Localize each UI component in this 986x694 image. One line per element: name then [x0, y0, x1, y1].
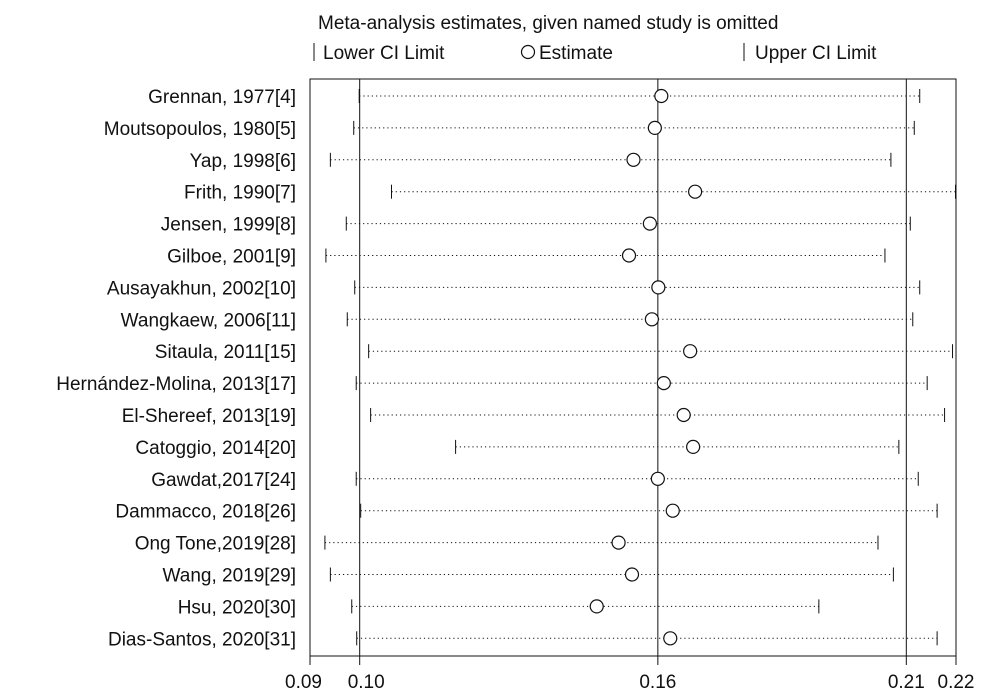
plot-frame [309, 78, 957, 657]
legend: Lower CI Limit Estimate Upper CI Limit [313, 43, 877, 64]
study-row: Jensen, 1999[8] [161, 215, 911, 236]
study-label: Frith, 1990[7] [184, 183, 296, 204]
x-tick-label: 0.21 [888, 672, 925, 693]
x-tick-label: 0.09 [285, 672, 322, 693]
estimate-marker [624, 567, 640, 582]
estimate-marker [626, 152, 641, 167]
study-label: Yap, 1998[6] [190, 151, 296, 172]
study-label: Gilboe, 2001[9] [167, 247, 296, 268]
legend-lower-label: Lower CI Limit [323, 43, 445, 64]
study-row: Ong Tone,2019[28] [135, 534, 879, 555]
study-label: Wangkaew, 2006[11] [121, 310, 296, 331]
study-row: El-Shereef, 2013[19] [122, 406, 946, 427]
estimate-marker [611, 535, 626, 550]
study-row: Moutsopoulos, 1980[5] [104, 119, 915, 140]
study-label: Catoggio, 2014[20] [135, 438, 296, 459]
estimate-marker [656, 376, 671, 391]
estimate-marker [663, 631, 678, 646]
study-label: Dammacco, 2018[26] [115, 502, 296, 523]
estimate-marker [665, 503, 680, 518]
study-label: Gawdat,2017[24] [151, 470, 296, 491]
study-rows: Grennan, 1977[4] Moutsopoulos, 1980[5] Yap… [56, 87, 957, 650]
x-tick-label: 0.22 [938, 672, 975, 693]
study-row: Wang, 2019[29] [163, 566, 894, 587]
study-label: Grennan, 1977[4] [148, 87, 296, 108]
study-row: Grennan, 1977[4] [148, 87, 921, 108]
study-label: Jensen, 1999[8] [161, 215, 296, 236]
x-axis: 0.09 0.10 0.16 0.21 0.22 [285, 656, 974, 693]
estimate-marker [688, 184, 703, 199]
estimate-marker [642, 216, 657, 231]
estimate-marker [686, 439, 701, 454]
study-label: Ausayakhun, 2002[10] [107, 278, 296, 299]
study-label: Hernández-Molina, 2013[17] [56, 374, 296, 395]
study-row: Dammacco, 2018[26] [115, 502, 938, 523]
study-row: Gawdat,2017[24] [151, 470, 919, 491]
estimate-marker [676, 407, 691, 423]
estimate-marker [621, 248, 637, 263]
study-label: Dias-Santos, 2020[31] [108, 629, 296, 650]
study-row: Hsu, 2020[30] [178, 597, 820, 618]
study-label: Sitaula, 2011[15] [155, 342, 296, 363]
study-row: Ausayakhun, 2002[10] [107, 278, 921, 299]
study-row: Gilboe, 2001[9] [167, 247, 886, 268]
study-row: Wangkaew, 2006[11] [121, 310, 914, 331]
legend-upper-label: Upper CI Limit [755, 43, 877, 64]
study-row: Hernández-Molina, 2013[17] [56, 374, 928, 395]
estimate-marker [589, 599, 604, 614]
estimate-marker [644, 312, 659, 327]
study-label: El-Shereef, 2013[19] [122, 406, 296, 427]
estimate-marker [651, 280, 666, 295]
chart-title: Meta-analysis estimates, given named stu… [318, 13, 778, 34]
estimate-marker [683, 344, 698, 359]
reference-lines [359, 79, 907, 656]
study-row: Yap, 1998[6] [190, 151, 892, 172]
study-label: Ong Tone,2019[28] [135, 534, 296, 555]
x-tick-label: 0.16 [639, 672, 676, 693]
estimate-marker [654, 88, 669, 104]
study-row: Catoggio, 2014[20] [135, 438, 900, 459]
study-label: Hsu, 2020[30] [178, 597, 296, 618]
study-label: Wang, 2019[29] [163, 566, 296, 587]
legend-estimate-label: Estimate [539, 43, 613, 64]
study-label: Moutsopoulos, 1980[5] [104, 119, 296, 140]
estimate-marker [650, 471, 665, 486]
estimate-marker [647, 120, 662, 136]
study-row: Sitaula, 2011[15] [155, 342, 954, 363]
x-tick-label: 0.10 [348, 672, 385, 693]
legend-estimate-marker [520, 44, 536, 60]
study-row: Dias-Santos, 2020[31] [108, 629, 938, 650]
study-row: Frith, 1990[7] [184, 183, 957, 204]
